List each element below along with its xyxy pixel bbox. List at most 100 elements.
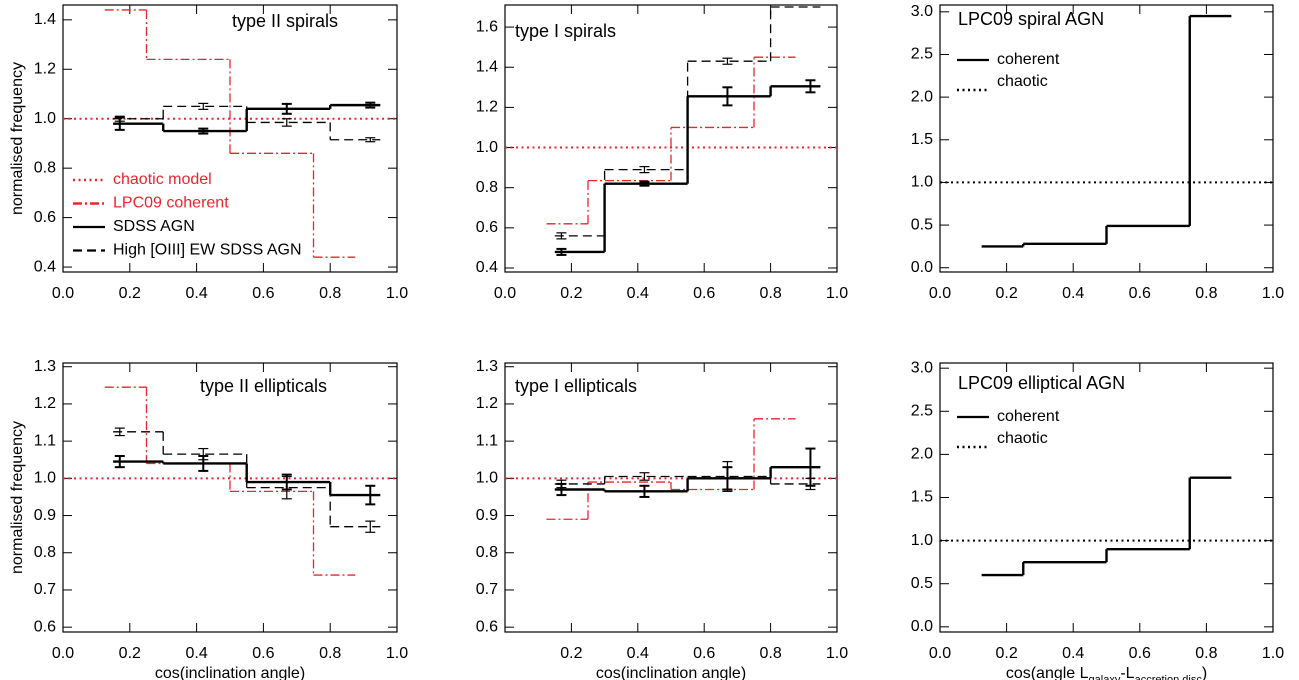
legend-label: High [OIII] EW SDSS AGN	[113, 242, 302, 259]
x-tick-label: 1.0	[1262, 285, 1284, 302]
error-bar	[281, 102, 292, 115]
x-tick-label: 1.0	[386, 285, 408, 302]
y-tick-label: 0.9	[34, 507, 56, 524]
error-bar	[281, 118, 292, 127]
x-tick-label: 1.0	[826, 285, 848, 302]
y-tick-label: 0.8	[34, 159, 56, 176]
x-tick-label: 0.8	[759, 645, 781, 662]
x-tick-label: 0.2	[119, 645, 141, 662]
error-bar	[722, 86, 733, 107]
x-axis-label: cos(inclination angle)	[596, 665, 746, 680]
y-tick-label: 1.6	[476, 18, 498, 35]
y-tick-label: 1.5	[911, 131, 933, 148]
plot-frame	[504, 4, 838, 273]
error-bar	[556, 247, 567, 256]
y-axis-label: normalised frequency	[9, 62, 26, 215]
panel-title: type I ellipticals	[515, 376, 637, 396]
legend-label: SDSS AGN	[113, 218, 195, 235]
error-bar	[639, 180, 650, 187]
error-bar	[805, 477, 816, 491]
x-tick-label: 0.6	[1129, 645, 1151, 662]
x-tick-label: 1.0	[826, 645, 848, 662]
error-bar	[556, 232, 567, 240]
x-tick-label: 1.0	[1262, 645, 1284, 662]
error-bar	[114, 427, 125, 437]
y-tick-label: 1.0	[476, 470, 498, 487]
plot-frame	[939, 362, 1274, 633]
y-tick-label: 1.0	[476, 139, 498, 156]
y-tick-label: 1.0	[34, 110, 56, 127]
y-tick-label: 0.0	[911, 618, 933, 635]
panel: 0.0 0.2 0.4 0.6 0.8 1.0 0.4 0.6 0.8 1.0 1.2 1.4 1.6 t…	[476, 4, 848, 302]
y-tick-label: 0.6	[34, 209, 56, 226]
y-tick-label: 1.0	[34, 470, 56, 487]
error-bar	[639, 472, 650, 481]
error-bar	[281, 475, 292, 500]
x-tick-label: 0.6	[252, 645, 274, 662]
error-bar	[198, 447, 209, 461]
y-tick-label: 2.5	[911, 46, 933, 63]
x-tick-label: 0.6	[693, 285, 715, 302]
y-tick-label: 1.0	[911, 532, 933, 549]
x-tick-label: 0.6	[1129, 285, 1151, 302]
x-axis-label-part: accretion disc	[1135, 674, 1203, 680]
y-tick-label: 1.1	[476, 432, 498, 449]
legend-label: chaotic	[997, 430, 1048, 447]
error-bar	[722, 460, 733, 492]
x-tick-label: 0.0	[929, 285, 951, 302]
y-tick-label: 3.0	[911, 3, 933, 20]
x-tick-label: 0.6	[252, 285, 274, 302]
x-tick-label: 0.0	[494, 285, 516, 302]
x-tick-label: 0.4	[1062, 645, 1084, 662]
panel-title: LPC09 elliptical AGN	[958, 373, 1125, 393]
legend-label: coherent	[997, 408, 1060, 425]
panel: 0.2 0.4 0.6 0.8 1.0 0.6 0.7 0.8 0.9 1.0 1.1 1.2 1.3 t…	[476, 358, 848, 680]
x-tick-label: 0.4	[627, 285, 649, 302]
x-tick-label: 1.0	[386, 645, 408, 662]
y-tick-label: 0.4	[476, 259, 498, 276]
plot-frame	[62, 4, 398, 273]
y-tick-label: 1.2	[34, 60, 56, 77]
y-tick-label: 1.5	[911, 489, 933, 506]
y-tick-label: 1.1	[34, 432, 56, 449]
x-tick-label: 0.2	[995, 285, 1017, 302]
panel-title: type II spirals	[232, 11, 338, 31]
y-tick-label: 0.0	[911, 259, 933, 276]
y-tick-label: 1.4	[34, 11, 56, 28]
y-tick-label: 0.8	[476, 544, 498, 561]
legend-label: chaotic model	[113, 171, 212, 188]
error-bar	[365, 101, 376, 109]
error-bar	[198, 102, 209, 110]
panel-title: type I spirals	[515, 21, 616, 41]
y-tick-label: 1.2	[34, 395, 56, 412]
error-bar	[722, 57, 733, 65]
y-tick-label: 0.7	[34, 581, 56, 598]
y-tick-label: 3.0	[911, 359, 933, 376]
y-tick-label: 1.2	[476, 395, 498, 412]
error-bar	[114, 455, 125, 469]
panel: 0.0 0.2 0.4 0.6 0.8 1.0 0.6 0.7 0.8 0.9 1.0 1.1 1.2 1…	[9, 358, 408, 680]
x-tick-label: 0.0	[52, 285, 74, 302]
error-bar	[198, 127, 209, 135]
x-axis-label: cos(inclination angle)	[155, 665, 305, 680]
x-tick-label: 0.8	[1195, 645, 1217, 662]
y-tick-label: 0.8	[34, 544, 56, 561]
x-tick-label: 0.2	[995, 645, 1017, 662]
y-tick-label: 0.9	[476, 507, 498, 524]
y-tick-label: 1.0	[911, 174, 933, 191]
error-bar	[114, 115, 125, 122]
x-axis-label-part: -L	[1120, 665, 1134, 680]
x-tick-label: 0.4	[185, 645, 207, 662]
x-tick-label: 0.0	[52, 645, 74, 662]
x-tick-label: 0.6	[693, 645, 715, 662]
error-bar	[805, 79, 816, 94]
panel: 0.0 0.2 0.4 0.6 0.8 1.0 0.0 0.5 1.0 1.5 2.0 2.5 3.0 L…	[911, 359, 1284, 680]
y-tick-label: 0.7	[476, 581, 498, 598]
y-tick-label: 1.3	[476, 358, 498, 375]
x-tick-label: 0.4	[185, 285, 207, 302]
error-bar	[365, 484, 376, 506]
error-bar	[365, 137, 376, 143]
x-tick-label: 0.8	[759, 285, 781, 302]
y-tick-label: 2.0	[911, 446, 933, 463]
x-tick-label: 0.8	[319, 285, 341, 302]
